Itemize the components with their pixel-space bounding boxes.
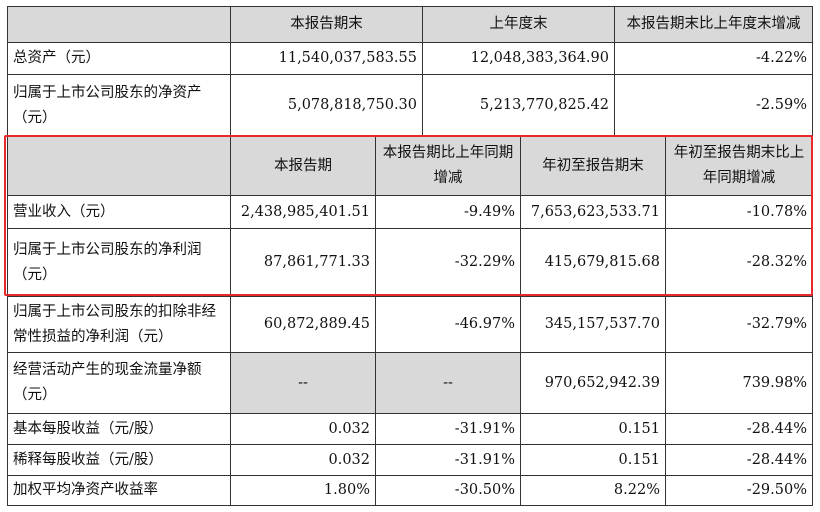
header-change-vs-prior-year-end: 本报告期末比上年度末增减 (615, 6, 813, 43)
row-label-diluted-eps: 稀释每股收益（元/股） (7, 445, 231, 476)
value-net-assets-period-end: 5,078,818,750.30 (231, 75, 423, 137)
value-basic-eps-ytd: 0.151 (521, 414, 666, 445)
value-adjusted-net-profit-yoy: -46.97% (376, 297, 521, 353)
value-revenue-ytd: 7,653,623,533.71 (521, 196, 666, 229)
row-label-operating-cash-flow: 经营活动产生的现金流量净额（元） (7, 353, 231, 414)
row-label-revenue: 营业收入（元） (7, 196, 231, 229)
header-period-end: 本报告期末 (231, 6, 423, 43)
header-prior-year-end: 上年度末 (423, 6, 615, 43)
row-label-weighted-roe: 加权平均净资产收益率 (7, 476, 231, 506)
value-revenue-ytd-yoy: -10.78% (666, 196, 813, 229)
value-adjusted-net-profit-ytd-yoy: -32.79% (666, 297, 813, 353)
header-ytd-yoy: 年初至报告期末比上年同期增减 (666, 137, 813, 196)
value-cash-flow-ytd: 970,652,942.39 (521, 353, 666, 414)
value-diluted-eps-yoy: -31.91% (376, 445, 521, 476)
value-net-assets-change: -2.59% (615, 75, 813, 137)
value-diluted-eps-period: 0.032 (231, 445, 376, 476)
value-adjusted-net-profit-ytd: 345,157,537.70 (521, 297, 666, 353)
value-total-assets-change: -4.22% (615, 43, 813, 75)
row-label-basic-eps: 基本每股收益（元/股） (7, 414, 231, 445)
value-net-assets-prior-year-end: 5,213,770,825.42 (423, 75, 615, 137)
row-label-net-profit: 归属于上市公司股东的净利润（元） (7, 229, 231, 297)
value-roe-ytd: 8.22% (521, 476, 666, 506)
header-blank-top (7, 6, 231, 43)
value-roe-ytd-yoy: -29.50% (666, 476, 813, 506)
value-net-profit-ytd-yoy: -28.32% (666, 229, 813, 297)
value-cash-flow-ytd-yoy: 739.98% (666, 353, 813, 414)
value-roe-period: 1.80% (231, 476, 376, 506)
value-total-assets-prior-year-end: 12,048,383,364.90 (423, 43, 615, 75)
row-label-total-assets: 总资产（元） (7, 43, 231, 75)
value-revenue-period: 2,438,985,401.51 (231, 196, 376, 229)
header-current-period-yoy: 本报告期比上年同期增减 (376, 137, 521, 196)
value-cash-flow-period: -- (231, 353, 376, 414)
value-net-profit-period: 87,861,771.33 (231, 229, 376, 297)
value-diluted-eps-ytd-yoy: -28.44% (666, 445, 813, 476)
financial-table: 本报告期末 上年度末 本报告期末比上年度末增减 总资产（元） 11,540,03… (7, 6, 813, 506)
header-blank-mid (7, 137, 231, 196)
value-cash-flow-yoy: -- (376, 353, 521, 414)
value-roe-yoy: -30.50% (376, 476, 521, 506)
row-label-net-assets: 归属于上市公司股东的净资产（元） (7, 75, 231, 137)
value-net-profit-ytd: 415,679,815.68 (521, 229, 666, 297)
value-diluted-eps-ytd: 0.151 (521, 445, 666, 476)
value-basic-eps-period: 0.032 (231, 414, 376, 445)
value-total-assets-period-end: 11,540,037,583.55 (231, 43, 423, 75)
value-net-profit-yoy: -32.29% (376, 229, 521, 297)
value-adjusted-net-profit-period: 60,872,889.45 (231, 297, 376, 353)
header-current-period: 本报告期 (231, 137, 376, 196)
value-revenue-yoy: -9.49% (376, 196, 521, 229)
value-basic-eps-ytd-yoy: -28.44% (666, 414, 813, 445)
value-basic-eps-yoy: -31.91% (376, 414, 521, 445)
header-ytd: 年初至报告期末 (521, 137, 666, 196)
row-label-adjusted-net-profit: 归属于上市公司股东的扣除非经常性损益的净利润（元） (7, 297, 231, 353)
